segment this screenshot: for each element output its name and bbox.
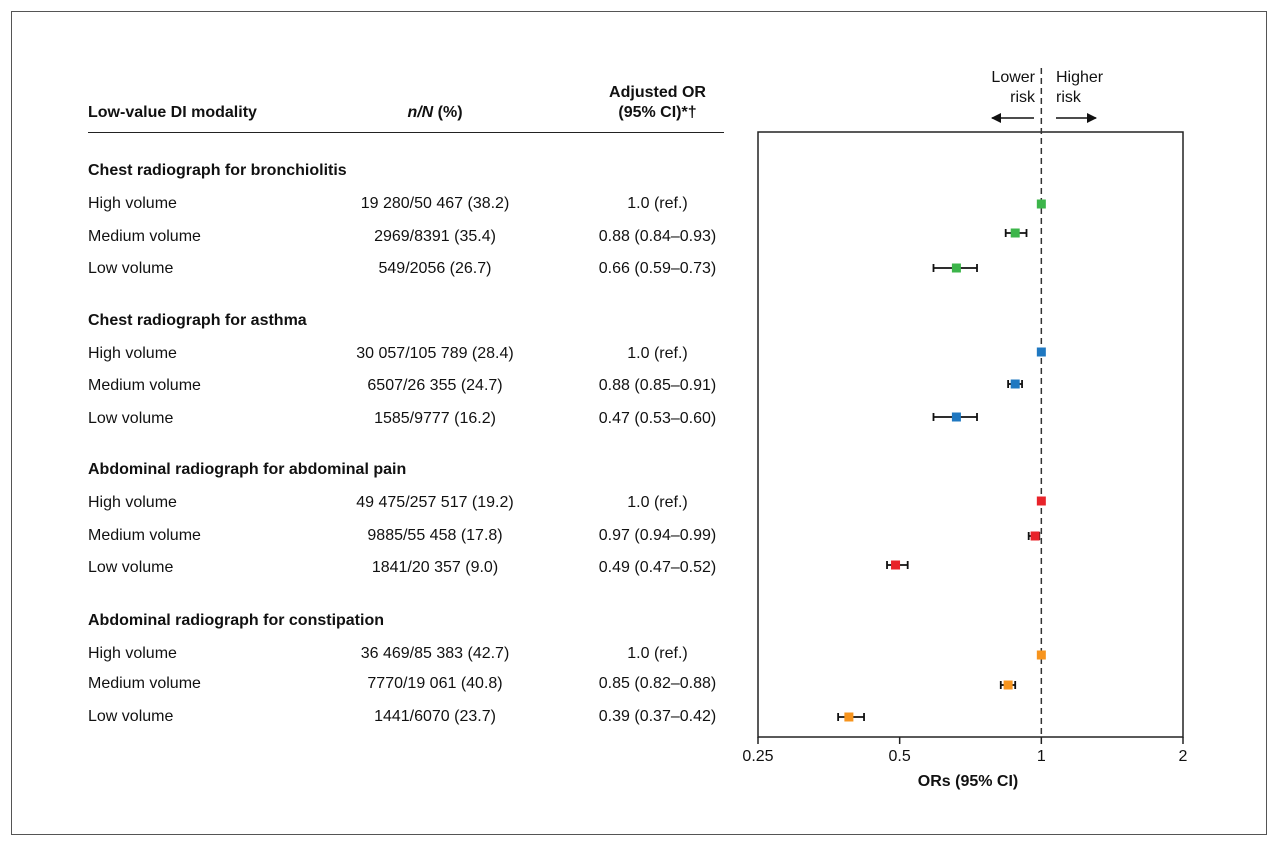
row-or: 0.47 (0.53–0.60) bbox=[598, 410, 717, 427]
x-tick-label: 0.5 bbox=[889, 748, 911, 765]
x-tick-label: 2 bbox=[1179, 748, 1188, 765]
or-point bbox=[1004, 228, 1028, 238]
point-marker bbox=[844, 712, 854, 722]
row-label: High volume bbox=[88, 494, 177, 511]
row-n-over-n: 7770/19 061 (40.8) bbox=[367, 675, 503, 692]
point-marker bbox=[1003, 680, 1013, 690]
row-label: Medium volume bbox=[88, 228, 201, 245]
row-label: Medium volume bbox=[88, 675, 201, 692]
x-axis: 0.25 0.5 1 2 bbox=[742, 737, 1188, 765]
point-marker bbox=[1010, 379, 1020, 389]
row-or: 0.66 (0.59–0.73) bbox=[598, 260, 717, 277]
or-point bbox=[932, 263, 978, 273]
point-marker bbox=[891, 560, 901, 570]
row-or: 1.0 (ref.) bbox=[627, 645, 688, 662]
or-point bbox=[999, 680, 1017, 690]
row-n-over-n: 30 057/105 789 (28.4) bbox=[356, 345, 514, 362]
row-n-over-n: 1841/20 357 (9.0) bbox=[371, 559, 499, 576]
point-marker bbox=[1036, 496, 1046, 506]
plot-area bbox=[757, 131, 1184, 738]
or-point bbox=[1036, 650, 1046, 660]
row-n-over-n: 1585/9777 (16.2) bbox=[374, 410, 496, 427]
row-label: Medium volume bbox=[88, 377, 201, 394]
section-title: Abdominal radiograph for constipation bbox=[88, 612, 384, 629]
row-label: High volume bbox=[88, 195, 177, 212]
or-point bbox=[1036, 496, 1046, 506]
section-title: Chest radiograph for asthma bbox=[88, 312, 307, 329]
row-or: 0.49 (0.47–0.52) bbox=[598, 559, 717, 576]
row-or: 1.0 (ref.) bbox=[627, 195, 688, 212]
row-label: Low volume bbox=[88, 708, 174, 725]
higher-risk-line1: Higher bbox=[1056, 69, 1104, 86]
header-n-over-n-italic: n/N bbox=[407, 104, 434, 121]
figure-frame bbox=[11, 11, 1267, 835]
point-marker bbox=[1036, 199, 1046, 209]
x-axis-label: ORs (95% CI) bbox=[918, 773, 1018, 790]
header-adjusted-or: Adjusted OR bbox=[609, 84, 706, 101]
data-points bbox=[837, 199, 1046, 722]
or-point bbox=[886, 560, 909, 570]
or-point bbox=[837, 712, 865, 722]
row-n-over-n: 9885/55 458 (17.8) bbox=[367, 527, 503, 544]
row-n-over-n: 1441/6070 (23.7) bbox=[374, 708, 496, 725]
row-n-over-n: 549/2056 (26.7) bbox=[378, 260, 492, 277]
point-marker bbox=[1036, 347, 1046, 357]
row-label: Low volume bbox=[88, 410, 174, 427]
point-marker bbox=[1036, 650, 1046, 660]
point-marker bbox=[1010, 228, 1020, 238]
higher-risk-line2: risk bbox=[1056, 89, 1081, 106]
header-rule bbox=[88, 132, 724, 133]
section-title: Abdominal radiograph for abdominal pain bbox=[88, 461, 407, 478]
row-n-over-n: 36 469/85 383 (42.7) bbox=[360, 645, 510, 662]
point-marker bbox=[951, 412, 961, 422]
lower-risk-label: Lower risk bbox=[955, 68, 1035, 108]
section-title: Chest radiograph for bronchiolitis bbox=[88, 162, 347, 179]
row-n-over-n: 19 280/50 467 (38.2) bbox=[360, 195, 510, 212]
header-n-over-n-suffix: (%) bbox=[433, 104, 463, 121]
row-label: High volume bbox=[88, 645, 177, 662]
x-tick-label: 1 bbox=[1037, 748, 1046, 765]
header-modality: Low-value DI modality bbox=[88, 104, 257, 121]
row-label: High volume bbox=[88, 345, 177, 362]
header-n-over-n: n/N (%) bbox=[330, 104, 540, 122]
row-label: Low volume bbox=[88, 260, 174, 277]
x-tick-label: 0.25 bbox=[742, 748, 773, 765]
row-label: Low volume bbox=[88, 559, 174, 576]
or-point bbox=[1036, 199, 1046, 209]
row-n-over-n: 2969/8391 (35.4) bbox=[374, 228, 496, 245]
higher-risk-label: Higher risk bbox=[1056, 68, 1136, 108]
point-marker bbox=[951, 263, 961, 273]
or-point bbox=[1036, 347, 1046, 357]
or-point bbox=[1027, 531, 1041, 541]
row-label: Medium volume bbox=[88, 527, 201, 544]
row-or: 1.0 (ref.) bbox=[627, 345, 688, 362]
lower-risk-line2: risk bbox=[1010, 89, 1035, 106]
row-or: 0.88 (0.85–0.91) bbox=[598, 377, 717, 394]
point-marker bbox=[1030, 531, 1040, 541]
or-point bbox=[932, 412, 978, 422]
row-n-over-n: 49 475/257 517 (19.2) bbox=[356, 494, 514, 511]
row-or: 0.39 (0.37–0.42) bbox=[598, 708, 717, 725]
row-n-over-n: 6507/26 355 (24.7) bbox=[367, 377, 503, 394]
row-or: 1.0 (ref.) bbox=[627, 494, 688, 511]
or-point bbox=[1007, 379, 1023, 389]
lower-risk-line1: Lower bbox=[991, 69, 1035, 86]
header-ci: (95% CI)*† bbox=[618, 104, 697, 121]
row-or: 0.88 (0.84–0.93) bbox=[598, 228, 717, 245]
row-or: 0.97 (0.94–0.99) bbox=[598, 527, 717, 544]
row-or: 0.85 (0.82–0.88) bbox=[598, 675, 717, 692]
